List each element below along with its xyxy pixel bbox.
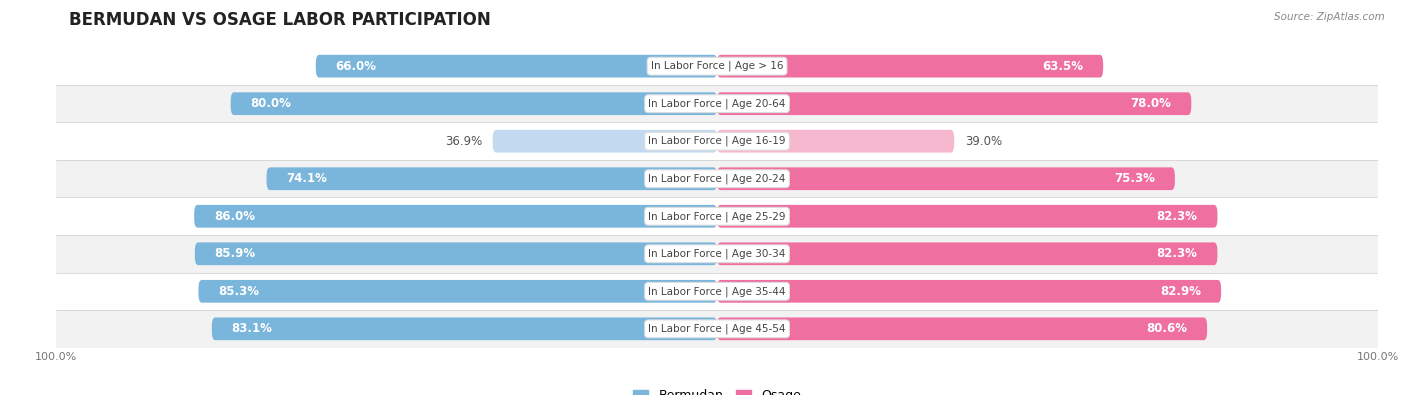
Text: BERMUDAN VS OSAGE LABOR PARTICIPATION: BERMUDAN VS OSAGE LABOR PARTICIPATION (69, 11, 491, 29)
FancyBboxPatch shape (316, 55, 717, 77)
Text: In Labor Force | Age > 16: In Labor Force | Age > 16 (651, 61, 783, 71)
FancyBboxPatch shape (267, 167, 717, 190)
Text: Source: ZipAtlas.com: Source: ZipAtlas.com (1274, 12, 1385, 22)
Bar (56, 310, 1378, 348)
FancyBboxPatch shape (492, 130, 717, 152)
Bar (56, 198, 1378, 235)
Text: In Labor Force | Age 35-44: In Labor Force | Age 35-44 (648, 286, 786, 297)
FancyBboxPatch shape (717, 130, 955, 152)
FancyBboxPatch shape (194, 205, 717, 228)
FancyBboxPatch shape (212, 318, 717, 340)
Text: In Labor Force | Age 30-34: In Labor Force | Age 30-34 (648, 248, 786, 259)
Text: 80.0%: 80.0% (250, 97, 291, 110)
FancyBboxPatch shape (717, 243, 1218, 265)
FancyBboxPatch shape (717, 318, 1208, 340)
Text: 83.1%: 83.1% (232, 322, 273, 335)
Text: 85.3%: 85.3% (218, 285, 259, 298)
FancyBboxPatch shape (195, 243, 717, 265)
Text: 82.3%: 82.3% (1157, 210, 1198, 223)
Text: 82.3%: 82.3% (1157, 247, 1198, 260)
Text: 78.0%: 78.0% (1130, 97, 1171, 110)
Legend: Bermudan, Osage: Bermudan, Osage (628, 384, 806, 395)
Text: 36.9%: 36.9% (444, 135, 482, 148)
Bar (56, 85, 1378, 122)
Bar (56, 160, 1378, 198)
Text: In Labor Force | Age 45-54: In Labor Force | Age 45-54 (648, 324, 786, 334)
FancyBboxPatch shape (717, 92, 1191, 115)
Bar (56, 273, 1378, 310)
Text: 82.9%: 82.9% (1160, 285, 1201, 298)
Text: In Labor Force | Age 25-29: In Labor Force | Age 25-29 (648, 211, 786, 222)
Bar (56, 235, 1378, 273)
FancyBboxPatch shape (231, 92, 717, 115)
FancyBboxPatch shape (717, 55, 1104, 77)
Text: 75.3%: 75.3% (1114, 172, 1154, 185)
Bar (56, 122, 1378, 160)
FancyBboxPatch shape (717, 167, 1175, 190)
Text: 80.6%: 80.6% (1146, 322, 1187, 335)
FancyBboxPatch shape (198, 280, 717, 303)
Text: 74.1%: 74.1% (287, 172, 328, 185)
Text: 86.0%: 86.0% (214, 210, 254, 223)
Text: 66.0%: 66.0% (336, 60, 377, 73)
Text: In Labor Force | Age 20-24: In Labor Force | Age 20-24 (648, 173, 786, 184)
FancyBboxPatch shape (717, 280, 1220, 303)
Text: 63.5%: 63.5% (1042, 60, 1083, 73)
FancyBboxPatch shape (717, 205, 1218, 228)
Text: In Labor Force | Age 20-64: In Labor Force | Age 20-64 (648, 98, 786, 109)
Text: In Labor Force | Age 16-19: In Labor Force | Age 16-19 (648, 136, 786, 147)
Text: 39.0%: 39.0% (965, 135, 1002, 148)
Bar (56, 47, 1378, 85)
Text: 85.9%: 85.9% (215, 247, 256, 260)
